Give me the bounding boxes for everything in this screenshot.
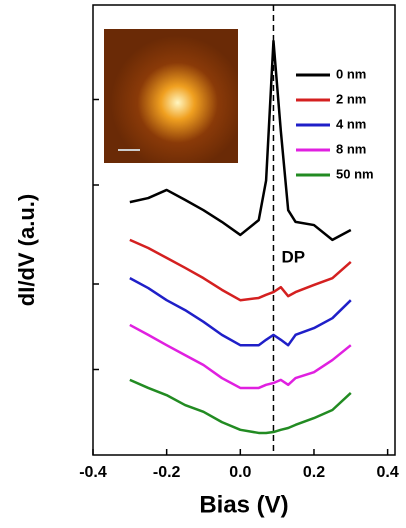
x-tick-label: -0.4 [79,464,107,481]
x-tick-label: 0.4 [377,464,399,481]
inset-image [104,29,238,163]
series-line [130,278,351,345]
chart: dI/dV (a.u.) Bias (V) -0.4 -0.2 0.0 0.2 0.4 D… [0,0,406,523]
x-tick-label: 0.2 [303,464,325,481]
legend-label: 8 nm [336,141,366,156]
legend-label: 2 nm [336,91,366,106]
x-tick-label: 0.0 [229,464,251,481]
series-line [130,240,351,300]
legend-label: 50 nm [336,166,374,181]
legend-label: 4 nm [336,116,366,131]
series-line [130,325,351,388]
annotation: DP [281,247,305,266]
y-axis-label: dI/dV (a.u.) [14,194,39,306]
legend-label: 0 nm [336,66,366,81]
x-tick-label: -0.2 [153,464,181,481]
x-axis-label: Bias (V) [199,491,288,518]
